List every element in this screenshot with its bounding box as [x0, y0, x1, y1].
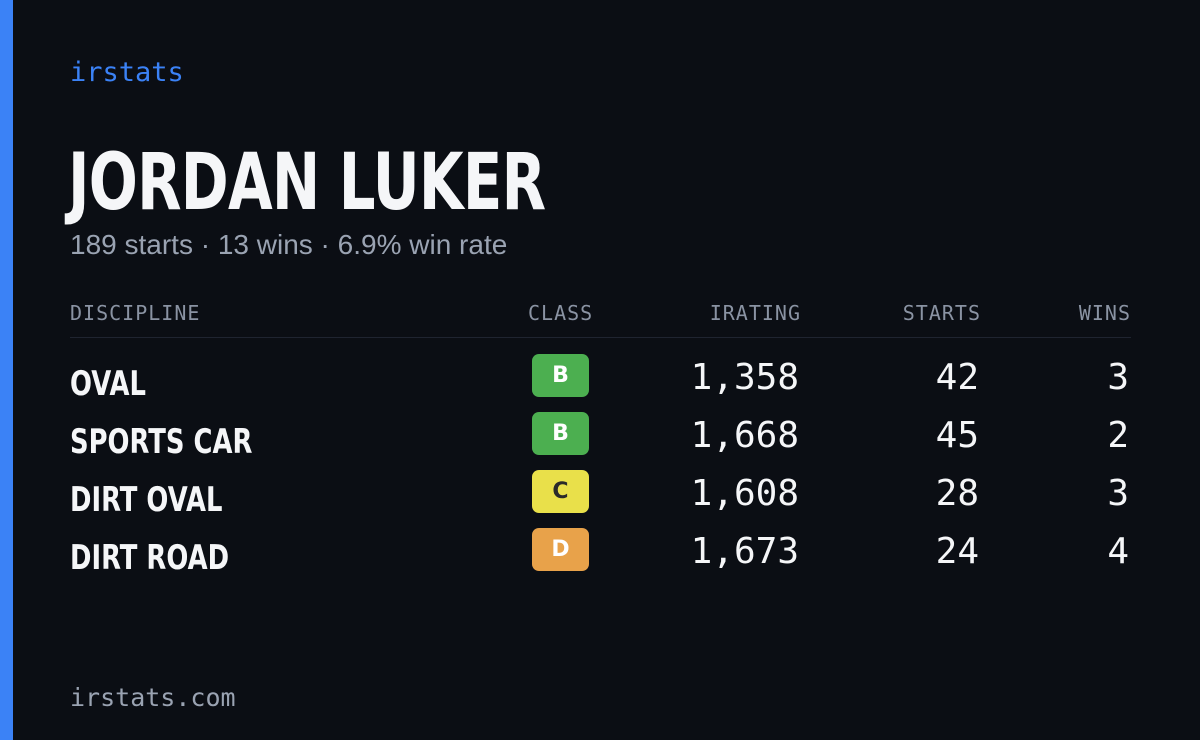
irating-value: 1,358 [690, 357, 799, 398]
class-badge: C [532, 470, 589, 513]
column-header-starts: STARTS [902, 301, 981, 325]
irating-value: 1,608 [690, 473, 799, 514]
player-summary: 189 starts · 13 wins · 6.9% win rate [70, 229, 508, 260]
table-row: OVAL B 1,358 42 3 [70, 352, 1131, 410]
table-row: DIRT ROAD D 1,673 24 4 [70, 526, 1131, 584]
wins-value: 4 [1107, 531, 1129, 572]
starts-value: 28 [935, 473, 979, 514]
column-header-irating: IRATING [709, 301, 801, 325]
starts-value: 24 [935, 531, 979, 572]
column-header-class: CLASS [528, 301, 594, 325]
starts-value: 45 [935, 415, 979, 456]
column-header-discipline: DISCIPLINE [70, 301, 201, 325]
player-name: JORDAN LUKER [68, 138, 546, 228]
accent-bar [0, 0, 13, 740]
discipline-name: OVAL [70, 364, 146, 404]
class-badge: B [532, 412, 589, 455]
footer-url[interactable]: irstats.com [70, 683, 236, 712]
irating-value: 1,668 [690, 415, 799, 456]
class-badge: D [532, 528, 589, 571]
brand-logo[interactable]: irstats [70, 57, 184, 88]
class-badge: B [532, 354, 589, 397]
starts-value: 42 [935, 357, 979, 398]
table-row: DIRT OVAL C 1,608 28 3 [70, 468, 1131, 526]
discipline-name: SPORTS CAR [70, 422, 253, 462]
wins-value: 3 [1107, 473, 1129, 514]
wins-value: 2 [1107, 415, 1129, 456]
discipline-name: DIRT ROAD [70, 538, 230, 578]
irating-value: 1,673 [690, 531, 799, 572]
discipline-name: DIRT OVAL [70, 480, 223, 520]
table-row: SPORTS CAR B 1,668 45 2 [70, 410, 1131, 468]
stats-table-header: DISCIPLINE CLASS IRATING STARTS WINS [70, 300, 1131, 338]
wins-value: 3 [1107, 357, 1129, 398]
column-header-wins: WINS [1078, 301, 1131, 325]
